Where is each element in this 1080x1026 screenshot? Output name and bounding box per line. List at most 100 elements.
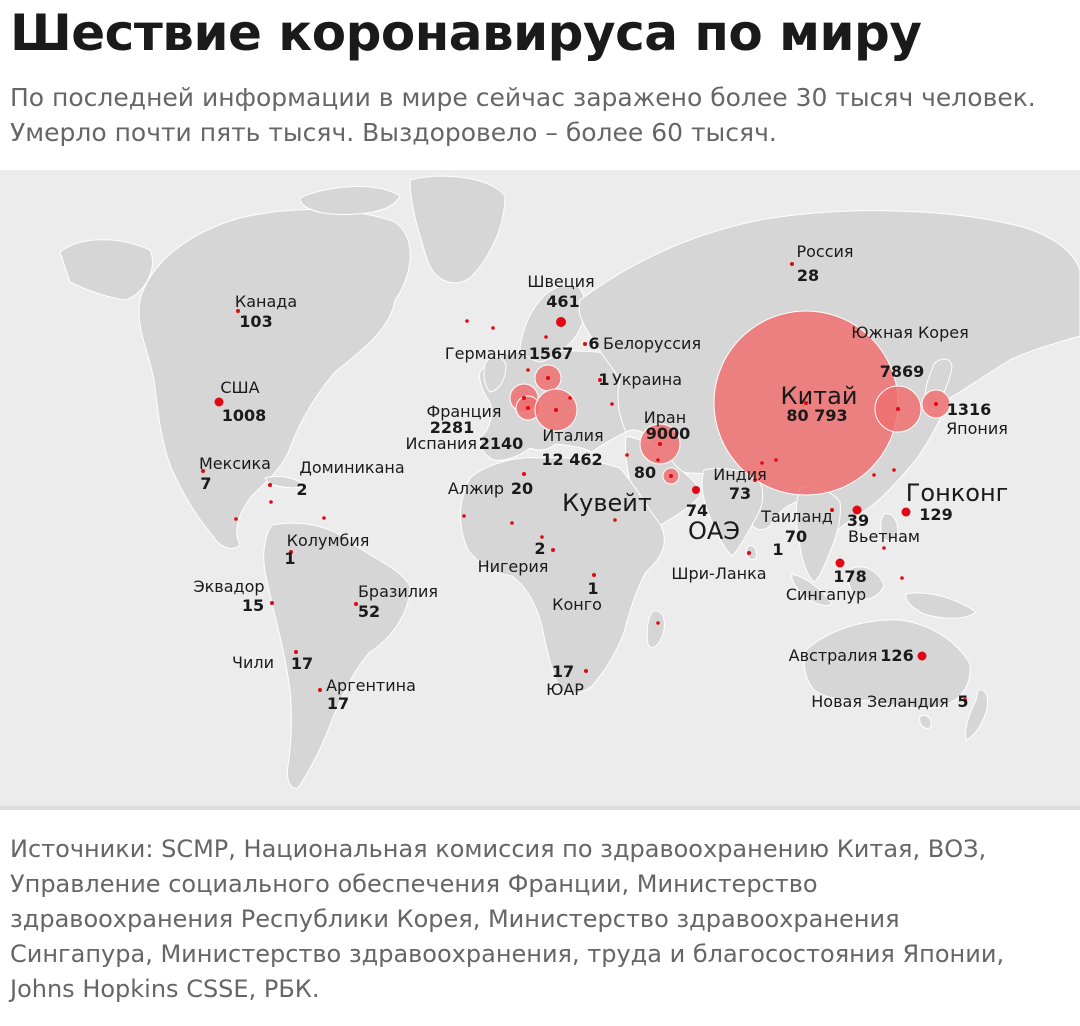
minor-marker	[510, 521, 514, 525]
country-label-южная-корея: Южная Корея	[851, 323, 968, 342]
case-count-чили: 17	[291, 654, 313, 673]
minor-marker	[900, 576, 904, 580]
land-north-america	[138, 208, 411, 549]
land-new-guinea	[905, 592, 977, 619]
country-label-шри-ланка: Шри-Ланка	[671, 564, 766, 583]
case-count-колумбия: 1	[284, 549, 295, 568]
marker-конго	[592, 573, 596, 577]
case-count-конго: 1	[587, 579, 598, 598]
case-count-новая-зеландия: 5	[957, 692, 968, 711]
country-label-китай: Китай	[781, 382, 858, 410]
minor-marker	[234, 517, 238, 521]
case-count-гонконг: 129	[919, 505, 952, 524]
case-count-иран: 9000	[646, 424, 691, 443]
country-label-алжир: Алжир	[448, 479, 504, 498]
marker-оаэ	[692, 486, 700, 494]
land-greenland	[409, 175, 506, 284]
case-count-испания: 2140	[479, 434, 524, 453]
country-label-колумбия: Колумбия	[287, 531, 370, 550]
case-count-шри-ланка: 1	[772, 540, 783, 559]
marker-юар	[584, 669, 588, 673]
case-count-франция: 2281	[430, 418, 475, 437]
case-count-индия: 73	[729, 484, 751, 503]
land-philippines	[880, 513, 899, 542]
marker-чили	[294, 650, 298, 654]
case-count-украина: 1	[598, 370, 609, 389]
land-cuba	[264, 475, 308, 489]
country-label-мексика: Мексика	[199, 454, 271, 473]
divider	[0, 806, 1080, 810]
country-label-новая-зеландия: Новая Зеландия	[811, 692, 948, 711]
country-label-сингапур: Сингапур	[786, 585, 866, 604]
case-count-мексика: 7	[200, 474, 211, 493]
case-count-канада: 103	[239, 312, 272, 331]
country-label-нигерия: Нигерия	[478, 557, 549, 576]
country-label-чили: Чили	[232, 653, 274, 672]
case-count-нигерия: 2	[534, 539, 545, 558]
country-label-сша: США	[220, 378, 259, 397]
land-borneo	[848, 566, 885, 600]
country-label-германия: Германия	[445, 344, 527, 363]
case-count-бразилия: 52	[358, 602, 380, 621]
country-label-индия: Индия	[713, 465, 767, 484]
marker-сингапур	[835, 558, 845, 568]
case-count-китай: 80 793	[786, 406, 847, 425]
marker-индия	[753, 478, 757, 482]
land-sumatra	[791, 573, 833, 607]
land-tasmania	[919, 715, 932, 729]
case-count-австралия: 126	[880, 646, 913, 665]
land-madagascar	[646, 610, 665, 648]
minor-marker	[774, 458, 778, 462]
subtitle-line: По последней информации в мире сейчас за…	[10, 83, 1036, 112]
case-count-эквадор: 15	[242, 596, 264, 615]
land-arctic-islands	[299, 185, 401, 215]
case-count-сша: 1008	[222, 406, 267, 425]
source-line: Johns Hopkins CSSE, РБК.	[10, 975, 320, 1003]
page-title: Шествие коронавируса по миру	[10, 4, 922, 62]
marker-доминикана	[268, 483, 272, 487]
minor-marker	[269, 500, 273, 504]
case-count-алжир: 20	[511, 479, 533, 498]
minor-marker	[544, 335, 548, 339]
case-count-швеция: 461	[546, 292, 579, 311]
country-label-франция: Франция	[426, 402, 501, 421]
minor-marker	[568, 396, 572, 400]
case-count-япония: 1316	[947, 400, 992, 419]
country-label-аргентина: Аргентина	[326, 676, 416, 695]
country-label-иран: Иран	[644, 408, 686, 427]
marker-италия	[554, 408, 558, 412]
case-count-кувейт: 80	[634, 463, 656, 482]
case-count-аргентина: 17	[327, 694, 349, 713]
country-label-эквадор: Эквадор	[193, 577, 264, 596]
land-new-zealand	[965, 689, 989, 741]
minor-marker	[491, 326, 495, 330]
marker-австралия	[917, 651, 927, 661]
marker-бразилия	[354, 602, 358, 606]
minor-marker	[465, 319, 469, 323]
country-label-конго: Конго	[552, 595, 602, 614]
land-sri-lanka	[745, 545, 757, 561]
minor-marker	[526, 368, 530, 372]
minor-marker	[610, 402, 614, 406]
case-count-южная-корея: 7869	[880, 362, 925, 381]
marker-япония	[934, 402, 938, 406]
marker-белоруссия	[583, 342, 587, 346]
marker-алжир	[522, 472, 526, 476]
country-label-бразилия: Бразилия	[358, 582, 438, 601]
subtitle-line: Умерло почти пять тысяч. Выздоровело – б…	[10, 118, 777, 147]
source-line: Управление социального обеспечения Франц…	[10, 870, 818, 898]
marker-шри-ланка	[747, 551, 751, 555]
country-label-гонконг: Гонконг	[906, 479, 1009, 507]
minor-marker	[892, 468, 896, 472]
country-label-белоруссия: Белоруссия	[603, 334, 701, 353]
minor-marker	[322, 516, 326, 520]
case-count-доминикана: 2	[296, 480, 307, 499]
marker-китай	[804, 401, 808, 405]
marker-франция	[522, 396, 526, 400]
case-count-россия: 28	[797, 266, 819, 285]
marker-канада	[236, 309, 240, 313]
land-alaska	[59, 239, 154, 301]
case-count-вьетнам: 39	[847, 511, 869, 530]
country-label-италия: Италия	[542, 426, 603, 445]
